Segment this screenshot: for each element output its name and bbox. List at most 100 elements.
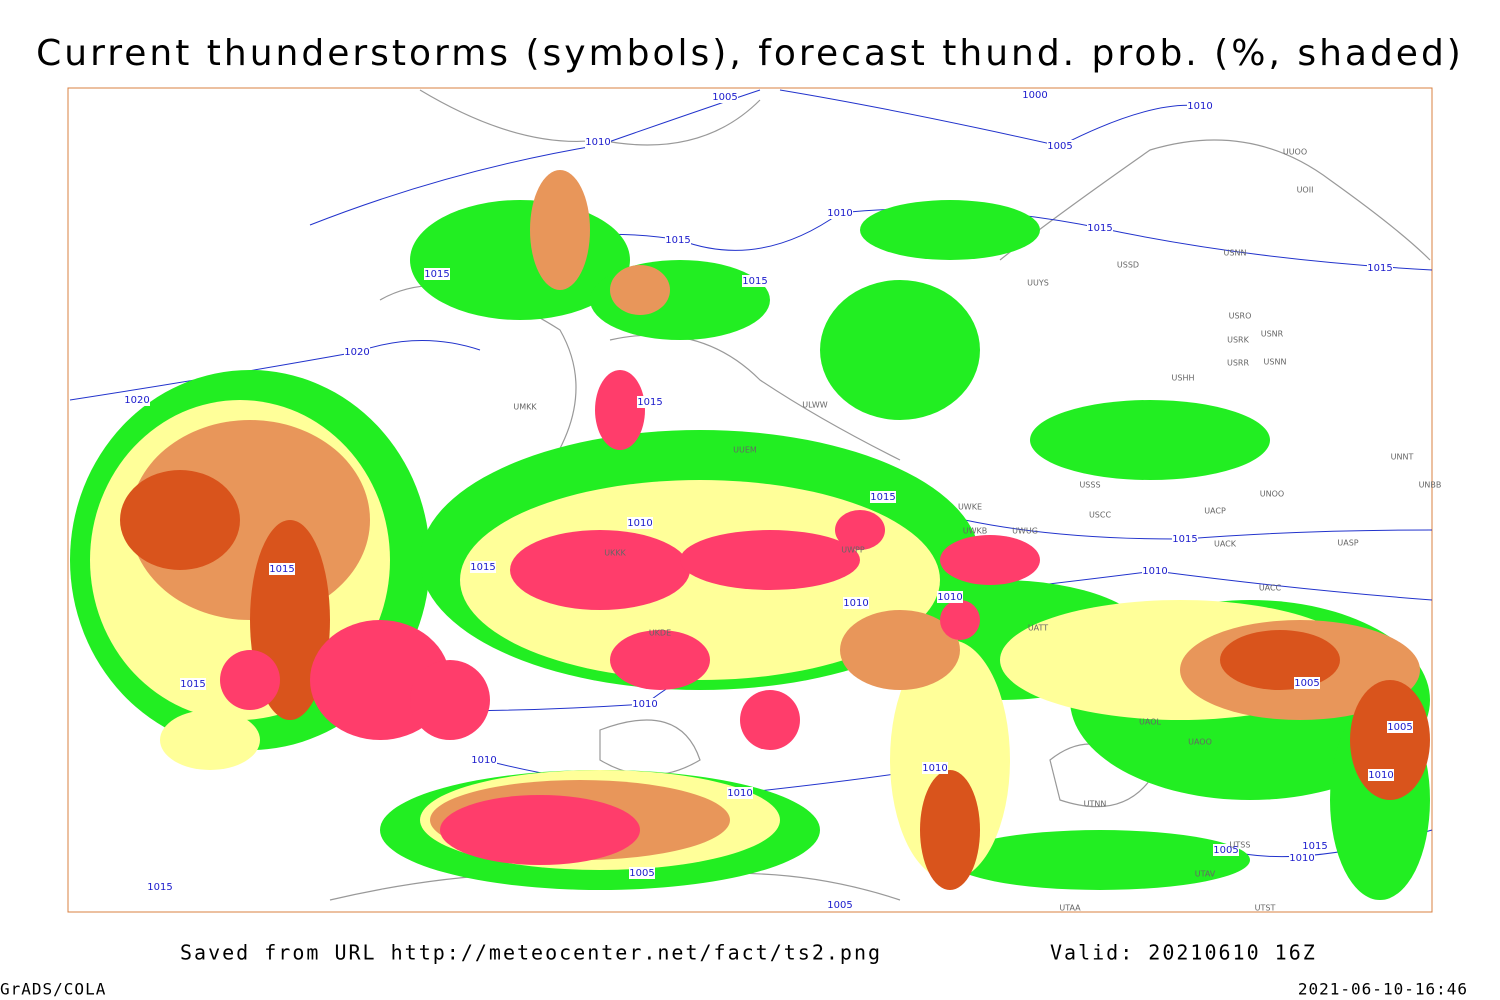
station-code: UWPP <box>841 546 865 555</box>
isobar-label: 1010 <box>827 208 852 219</box>
isobar-label: 1015 <box>147 882 172 893</box>
current-thunderstorms <box>220 370 1040 865</box>
isobar-label-bg <box>180 678 206 690</box>
isobar-label: 1010 <box>471 755 496 766</box>
isobar-label-bg <box>1213 844 1239 856</box>
isobar-label-bg <box>585 136 611 148</box>
isobar-label-bg <box>629 867 655 879</box>
isobar-label-bg <box>742 275 768 287</box>
station-code: USNN <box>1224 249 1247 258</box>
isobar-label-bg <box>1387 721 1413 733</box>
station-code: USRR <box>1227 359 1249 368</box>
isobar-label-bg <box>632 698 658 710</box>
isobar-label-bg <box>727 787 753 799</box>
station-code: UTSS <box>1230 841 1251 850</box>
isobar-label: 1015 <box>424 269 449 280</box>
station-code: UMKK <box>513 403 537 412</box>
thunderstorm-probability-shading <box>70 170 1430 900</box>
isobar-label: 1015 <box>470 562 495 573</box>
station-code: UWKE <box>958 503 982 512</box>
isobar-label-bg <box>1368 769 1394 781</box>
isobar-label: 1015 <box>870 492 895 503</box>
station-code: USSD <box>1117 261 1139 270</box>
station-code: UTNN <box>1084 800 1107 809</box>
isobar-label-bg <box>712 91 738 103</box>
station-code: USRO <box>1229 312 1252 321</box>
isobar-label: 1015 <box>1087 223 1112 234</box>
isobar-label: 1005 <box>1387 722 1412 733</box>
isobar-label: 1015 <box>1172 534 1197 545</box>
map-labels: 1005 1000 1010 1010 1005 1010 1015 1015 1015 1015… <box>124 89 1441 913</box>
isobar-label-bg <box>1294 677 1320 689</box>
station-code: UTAA <box>1059 904 1081 913</box>
isobar-label: 1020 <box>124 395 149 406</box>
station-code: USNN <box>1264 358 1287 367</box>
isobar-label-bg <box>269 563 295 575</box>
isobar-label: 1000 <box>1022 90 1047 101</box>
isobar-label: 1010 <box>843 598 868 609</box>
isobar-label: 1010 <box>1187 101 1212 112</box>
isobar-label: 1010 <box>632 699 657 710</box>
isobar-label: 1015 <box>742 276 767 287</box>
isobar-label-bg <box>1047 140 1073 152</box>
isobar-label: 1005 <box>712 92 737 103</box>
station-code: UATT <box>1028 624 1048 633</box>
station-code: UKKK <box>604 549 626 558</box>
isobar-label: 1010 <box>1142 566 1167 577</box>
station-code: USSS <box>1079 481 1100 490</box>
isobar-label: 1010 <box>937 592 962 603</box>
station-code: USHH <box>1172 374 1195 383</box>
station-code: UTAV <box>1195 870 1216 879</box>
station-code: UUOO <box>1283 148 1307 157</box>
software-credit: GrADS/COLA <box>0 980 106 999</box>
isobar-label-bg <box>827 899 853 911</box>
isobar-label: 1010 <box>922 763 947 774</box>
isobar-label-bg <box>147 881 173 893</box>
station-code: UTST <box>1255 904 1276 913</box>
isobar-label: 1005 <box>1213 845 1238 856</box>
isobar-label-bg <box>424 268 450 280</box>
station-code: USCC <box>1089 511 1112 520</box>
isobar-label-bg <box>1172 533 1198 545</box>
station-code: UACK <box>1214 540 1237 549</box>
station-code: ULWW <box>802 401 827 410</box>
station-code: USRK <box>1227 336 1249 345</box>
isobar-label-bg <box>471 754 497 766</box>
isobar-label-bg <box>1142 565 1168 577</box>
isobar-label-bg <box>827 207 853 219</box>
isobar-label: 1010 <box>1289 853 1314 864</box>
isobar-label-bg <box>627 517 653 529</box>
station-code: UUYS <box>1027 279 1049 288</box>
isobar-label-bg <box>937 591 963 603</box>
isobar-label: 1015 <box>1367 263 1392 274</box>
station-code: UOII <box>1297 186 1314 195</box>
isobar-label-bg <box>637 396 663 408</box>
station-code: UASP <box>1337 539 1358 548</box>
station-code: USNR <box>1261 330 1284 339</box>
isobar-label-bg <box>665 234 691 246</box>
isobar-label: 1010 <box>627 518 652 529</box>
isobar-label-bg <box>1022 89 1048 101</box>
isobar-label: 1015 <box>269 564 294 575</box>
isobar-label: 1010 <box>1368 770 1393 781</box>
station-code: UAOL <box>1139 718 1161 727</box>
isobar-label-bg <box>1087 222 1113 234</box>
station-code: UAOO <box>1188 738 1212 747</box>
station-code: UNBB <box>1419 481 1442 490</box>
isobar-label-bg <box>1289 852 1315 864</box>
station-code: UWUG <box>1012 527 1038 536</box>
isobar-label: 1010 <box>727 788 752 799</box>
station-code: UUEM <box>733 446 757 455</box>
isobar-label-bg <box>470 561 496 573</box>
station-code: UKDE <box>649 629 671 638</box>
map-title: Current thunderstorms (symbols), forecas… <box>36 33 1464 74</box>
isobar-label-bg <box>1302 840 1328 852</box>
isobar-label: 1005 <box>1047 141 1072 152</box>
isobar-label: 1020 <box>344 347 369 358</box>
isobar-label-bg <box>1367 262 1393 274</box>
isobar-label-bg <box>870 491 896 503</box>
isobar-label-bg <box>344 346 370 358</box>
timestamp: 2021-06-10-16:46 <box>1298 980 1468 999</box>
station-code: UWKB <box>963 527 988 536</box>
